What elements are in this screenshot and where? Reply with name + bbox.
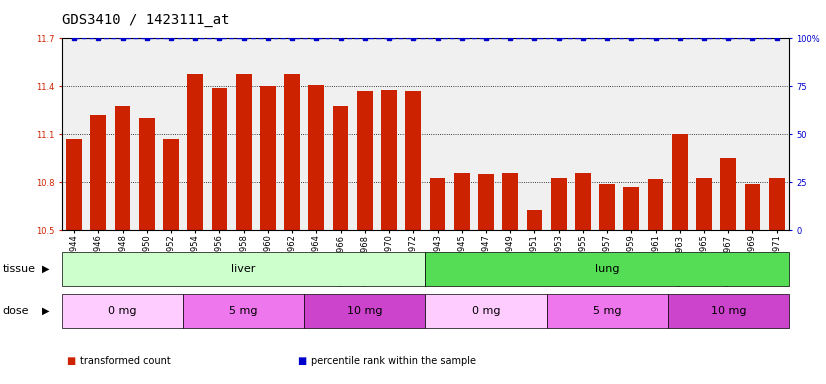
Bar: [526, 210, 543, 230]
Text: 10 mg: 10 mg: [347, 306, 382, 316]
Bar: [425, 294, 547, 328]
Bar: [599, 184, 615, 230]
Bar: [478, 174, 494, 230]
Text: ▶: ▶: [41, 264, 50, 274]
Text: 5 mg: 5 mg: [593, 306, 621, 316]
Text: 0 mg: 0 mg: [108, 306, 137, 316]
Text: 10 mg: 10 mg: [710, 306, 746, 316]
Bar: [648, 179, 663, 230]
Bar: [188, 74, 203, 230]
Bar: [720, 159, 736, 230]
Text: ■: ■: [66, 356, 75, 366]
Bar: [90, 115, 107, 230]
Bar: [260, 86, 276, 230]
Bar: [430, 178, 445, 230]
Text: GDS3410 / 1423111_at: GDS3410 / 1423111_at: [62, 13, 230, 27]
Text: lung: lung: [595, 264, 620, 274]
Bar: [406, 91, 421, 230]
Bar: [66, 139, 82, 230]
Bar: [502, 173, 518, 230]
Bar: [62, 294, 183, 328]
Bar: [308, 85, 325, 230]
Bar: [115, 106, 131, 230]
Text: ■: ■: [297, 356, 306, 366]
Bar: [696, 178, 712, 230]
Bar: [357, 91, 373, 230]
Text: dose: dose: [2, 306, 29, 316]
Bar: [551, 178, 567, 230]
Text: 0 mg: 0 mg: [472, 306, 501, 316]
Bar: [769, 178, 785, 230]
Text: percentile rank within the sample: percentile rank within the sample: [311, 356, 477, 366]
Text: 5 mg: 5 mg: [230, 306, 258, 316]
Bar: [211, 88, 227, 230]
Bar: [139, 118, 154, 230]
Bar: [284, 74, 300, 230]
Bar: [575, 173, 591, 230]
Bar: [667, 294, 789, 328]
Bar: [381, 89, 397, 230]
Bar: [453, 173, 470, 230]
Bar: [425, 252, 789, 286]
Bar: [163, 139, 179, 230]
Bar: [547, 294, 667, 328]
Bar: [624, 187, 639, 230]
Bar: [304, 294, 425, 328]
Bar: [183, 294, 304, 328]
Text: liver: liver: [231, 264, 256, 274]
Bar: [672, 134, 688, 230]
Text: ▶: ▶: [41, 306, 50, 316]
Bar: [333, 106, 349, 230]
Bar: [744, 184, 761, 230]
Text: transformed count: transformed count: [80, 356, 171, 366]
Bar: [62, 252, 425, 286]
Bar: [235, 74, 252, 230]
Text: tissue: tissue: [2, 264, 36, 274]
